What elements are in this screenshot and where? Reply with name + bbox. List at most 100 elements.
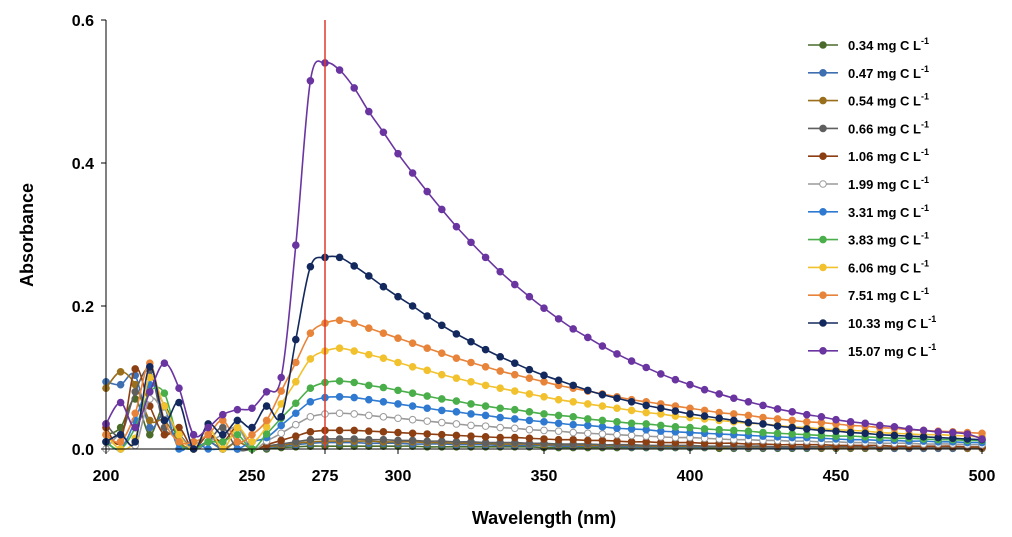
data-point — [160, 389, 169, 398]
data-point — [598, 436, 607, 445]
legend-marker — [819, 152, 827, 160]
data-point — [292, 420, 300, 429]
y-tick-label: 0.4 — [72, 156, 94, 173]
legend-label: 7.51 mg C L-1 — [848, 286, 929, 303]
data-point — [569, 381, 578, 390]
legend-label: 1.06 mg C L-1 — [848, 147, 929, 164]
data-point — [394, 334, 402, 342]
data-point — [481, 253, 490, 262]
data-point — [452, 354, 461, 362]
data-point — [627, 406, 636, 415]
data-point — [379, 329, 388, 337]
data-point — [759, 428, 767, 437]
data-point — [511, 280, 519, 289]
data-point — [146, 362, 154, 371]
legend-item: 10.33 mg C L-1 — [808, 314, 936, 331]
data-point — [306, 398, 315, 406]
data-point — [365, 324, 373, 332]
data-point — [686, 380, 694, 389]
data-point — [730, 426, 738, 435]
data-point — [730, 410, 738, 418]
data-point — [365, 395, 373, 404]
data-point — [657, 421, 665, 430]
data-point — [306, 428, 315, 436]
data-point — [175, 430, 183, 439]
data-point — [481, 402, 490, 410]
data-point — [394, 292, 402, 301]
data-point — [481, 381, 490, 390]
data-point — [642, 432, 651, 440]
data-point — [394, 149, 402, 158]
data-point — [598, 416, 607, 425]
data-point — [496, 423, 505, 432]
data-point — [262, 416, 271, 425]
x-tick-label: 200 — [93, 468, 120, 485]
data-point — [525, 292, 534, 301]
data-point — [511, 424, 519, 433]
data-point — [540, 435, 548, 443]
data-point — [233, 416, 242, 425]
data-point — [219, 423, 227, 432]
data-point — [730, 394, 738, 403]
legend-label: 0.54 mg C L-1 — [848, 92, 929, 109]
legend-label: 3.83 mg C L-1 — [848, 231, 929, 248]
data-point — [233, 423, 242, 432]
data-point — [350, 84, 359, 92]
data-point — [598, 423, 607, 431]
data-point — [306, 76, 315, 85]
data-point — [569, 435, 578, 444]
data-point — [394, 428, 402, 437]
data-point — [365, 435, 373, 444]
data-point — [759, 420, 767, 428]
data-point — [934, 428, 943, 436]
data-point — [919, 426, 928, 435]
data-point — [292, 335, 300, 344]
data-point — [204, 423, 212, 432]
data-point — [569, 325, 578, 333]
data-point — [219, 438, 227, 446]
data-point — [306, 262, 315, 271]
data-point — [584, 333, 592, 342]
data-point — [248, 430, 256, 439]
data-point — [306, 384, 315, 393]
data-point — [379, 428, 388, 436]
data-point — [525, 365, 534, 374]
data-point — [262, 388, 271, 396]
y-tick-label: 0.6 — [72, 13, 94, 30]
data-point — [467, 238, 475, 247]
data-point — [408, 302, 417, 310]
data-point — [452, 420, 461, 428]
data-point — [598, 390, 607, 399]
data-point — [963, 430, 972, 438]
data-point — [116, 380, 125, 389]
series-layer — [102, 59, 986, 453]
data-point — [540, 426, 548, 435]
data-point — [452, 397, 461, 405]
data-point — [350, 319, 359, 327]
data-point — [131, 365, 139, 373]
legend-label: 3.31 mg C L-1 — [848, 203, 929, 220]
data-point — [467, 421, 475, 430]
data-point — [613, 437, 621, 445]
data-point — [116, 430, 125, 439]
legend-marker — [819, 319, 827, 327]
data-point — [613, 404, 621, 413]
data-point — [335, 393, 344, 401]
data-point — [277, 429, 286, 438]
data-point — [511, 370, 519, 379]
data-point — [408, 339, 417, 347]
data-point — [481, 362, 490, 371]
data-point — [438, 430, 446, 439]
data-point — [627, 431, 636, 440]
legend-item: 3.31 mg C L-1 — [808, 203, 929, 220]
data-point — [949, 428, 957, 437]
legend-marker — [819, 180, 827, 188]
data-point — [452, 431, 461, 440]
data-point — [788, 423, 797, 432]
data-point — [525, 408, 534, 416]
data-point — [175, 398, 183, 407]
data-point — [160, 430, 169, 439]
data-point — [277, 373, 286, 382]
data-point — [554, 427, 563, 435]
data-point — [248, 404, 256, 413]
